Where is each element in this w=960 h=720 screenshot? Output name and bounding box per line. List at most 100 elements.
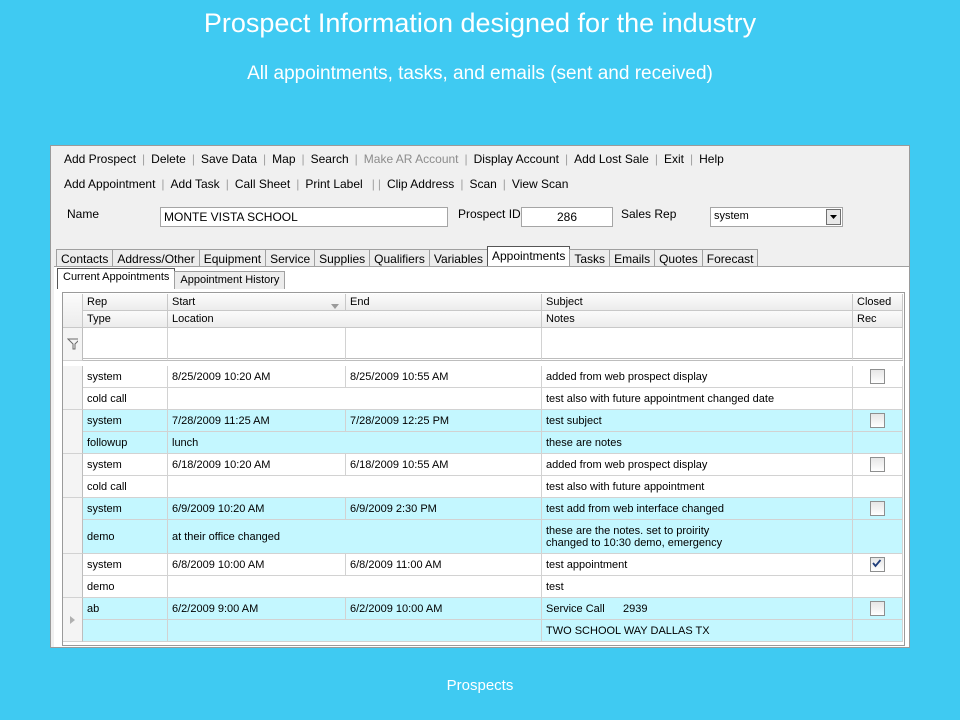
grid-cell[interactable]: cold call [83,476,168,498]
grid-cell[interactable] [853,366,903,388]
grid-cell[interactable] [853,620,903,642]
toolbar-button[interactable]: Display Account [473,152,560,166]
grid-cell[interactable] [168,476,542,498]
filter-cell[interactable] [853,328,903,361]
grid-cell[interactable]: lunch [168,432,542,454]
row-selector[interactable] [63,498,83,554]
grid-cell[interactable]: these are notes [542,432,853,454]
grid-cell[interactable] [83,620,168,642]
subtab[interactable]: Current Appointments [57,268,176,289]
row-selector[interactable] [63,598,83,642]
grid-cell[interactable] [853,520,903,554]
tab[interactable]: Tasks [569,249,611,267]
grid-cell[interactable] [853,598,903,620]
tab[interactable]: Emails [609,249,656,267]
grid-cell[interactable]: test also with future appointment [542,476,853,498]
closed-checkbox[interactable] [870,457,885,472]
toolbar-button[interactable]: Add Appointment [64,177,156,191]
filter-cell[interactable] [83,328,168,361]
grid-cell[interactable]: 6/9/2009 10:20 AM [168,498,346,520]
tab[interactable]: Forecast [701,249,759,267]
grid-cell[interactable]: added from web prospect display [542,454,853,476]
toolbar-button[interactable]: Map [272,152,296,166]
toolbar-button[interactable]: Help [699,152,724,166]
grid-cell[interactable]: 8/25/2009 10:20 AM [168,366,346,388]
tab[interactable]: Appointments [486,246,571,267]
grid-cell[interactable] [853,454,903,476]
grid-cell[interactable]: demo [83,576,168,598]
closed-checkbox[interactable] [870,369,885,384]
row-selector[interactable] [63,410,83,454]
grid-cell[interactable] [168,576,542,598]
grid-cell[interactable] [853,576,903,598]
grid-cell[interactable] [168,388,542,410]
sales-rep-combo[interactable]: system [710,207,843,227]
grid-cell[interactable] [853,554,903,576]
tab[interactable]: Address/Other [112,249,200,267]
toolbar-button[interactable]: Add Prospect [64,152,137,166]
column-header[interactable]: Rep [83,294,168,311]
tab[interactable]: Variables [428,249,488,267]
grid-cell[interactable] [168,620,542,642]
prospect-id-input[interactable]: 286 [521,207,613,227]
grid-cell[interactable]: system [83,366,168,388]
grid-cell[interactable]: 6/9/2009 2:30 PM [346,498,542,520]
grid-cell[interactable] [853,476,903,498]
toolbar-button[interactable]: Add Task [170,177,220,191]
grid-cell[interactable] [853,410,903,432]
closed-checkbox[interactable] [870,501,885,516]
tab[interactable]: Qualifiers [369,249,430,267]
grid-cell[interactable]: system [83,410,168,432]
toolbar-button[interactable]: Delete [151,152,186,166]
row-selector[interactable] [63,554,83,598]
closed-checkbox[interactable] [870,557,885,572]
closed-checkbox[interactable] [870,413,885,428]
grid-cell[interactable]: cold call [83,388,168,410]
toolbar-button[interactable]: Clip Address [386,177,455,191]
column-header[interactable]: Start [168,294,346,311]
toolbar-button[interactable]: View Scan [511,177,569,191]
column-header[interactable]: End [346,294,542,311]
grid-cell[interactable]: 8/25/2009 10:55 AM [346,366,542,388]
column-header[interactable]: Location [168,311,542,328]
grid-cell[interactable]: 6/2/2009 10:00 AM [346,598,542,620]
grid-cell[interactable]: 7/28/2009 12:25 PM [346,410,542,432]
column-header[interactable]: Rec [853,311,903,328]
dropdown-button[interactable] [826,209,841,225]
grid-cell[interactable] [853,388,903,410]
grid-cell[interactable]: system [83,498,168,520]
grid-cell[interactable]: Service Call 2939 [542,598,853,620]
row-selector[interactable] [63,366,83,410]
grid-cell[interactable]: TWO SCHOOL WAY DALLAS TX [542,620,853,642]
toolbar-button[interactable]: Exit [663,152,684,166]
closed-checkbox[interactable] [870,601,885,616]
tab[interactable]: Service [265,249,316,267]
grid-cell[interactable]: added from web prospect display [542,366,853,388]
grid-cell[interactable]: followup [83,432,168,454]
toolbar-button[interactable]: Scan [469,177,497,191]
grid-cell[interactable]: 6/18/2009 10:55 AM [346,454,542,476]
filter-cell[interactable] [168,328,346,361]
grid-cell[interactable]: system [83,454,168,476]
filter-cell[interactable] [542,328,853,361]
grid-cell[interactable]: test [542,576,853,598]
subtab[interactable]: Appointment History [174,271,286,289]
grid-cell[interactable]: 6/8/2009 11:00 AM [346,554,542,576]
grid-cell[interactable] [853,432,903,454]
grid-cell[interactable]: 6/2/2009 9:00 AM [168,598,346,620]
column-header[interactable]: Notes [542,311,853,328]
column-header[interactable]: Type [83,311,168,328]
grid-cell[interactable]: demo [83,520,168,554]
grid-cell[interactable]: at their office changed [168,520,542,554]
grid-cell[interactable]: these are the notes. set to proirity cha… [542,520,853,554]
grid-cell[interactable]: ab [83,598,168,620]
filter-cell[interactable] [346,328,542,361]
tab[interactable]: Quotes [654,249,703,267]
toolbar-button[interactable]: Add Lost Sale [574,152,649,166]
grid-cell[interactable]: 7/28/2009 11:25 AM [168,410,346,432]
grid-cell[interactable]: test subject [542,410,853,432]
column-header[interactable]: Subject [542,294,853,311]
grid-cell[interactable]: system [83,554,168,576]
tab[interactable]: Equipment [198,249,267,267]
column-header[interactable]: Closed [853,294,903,311]
